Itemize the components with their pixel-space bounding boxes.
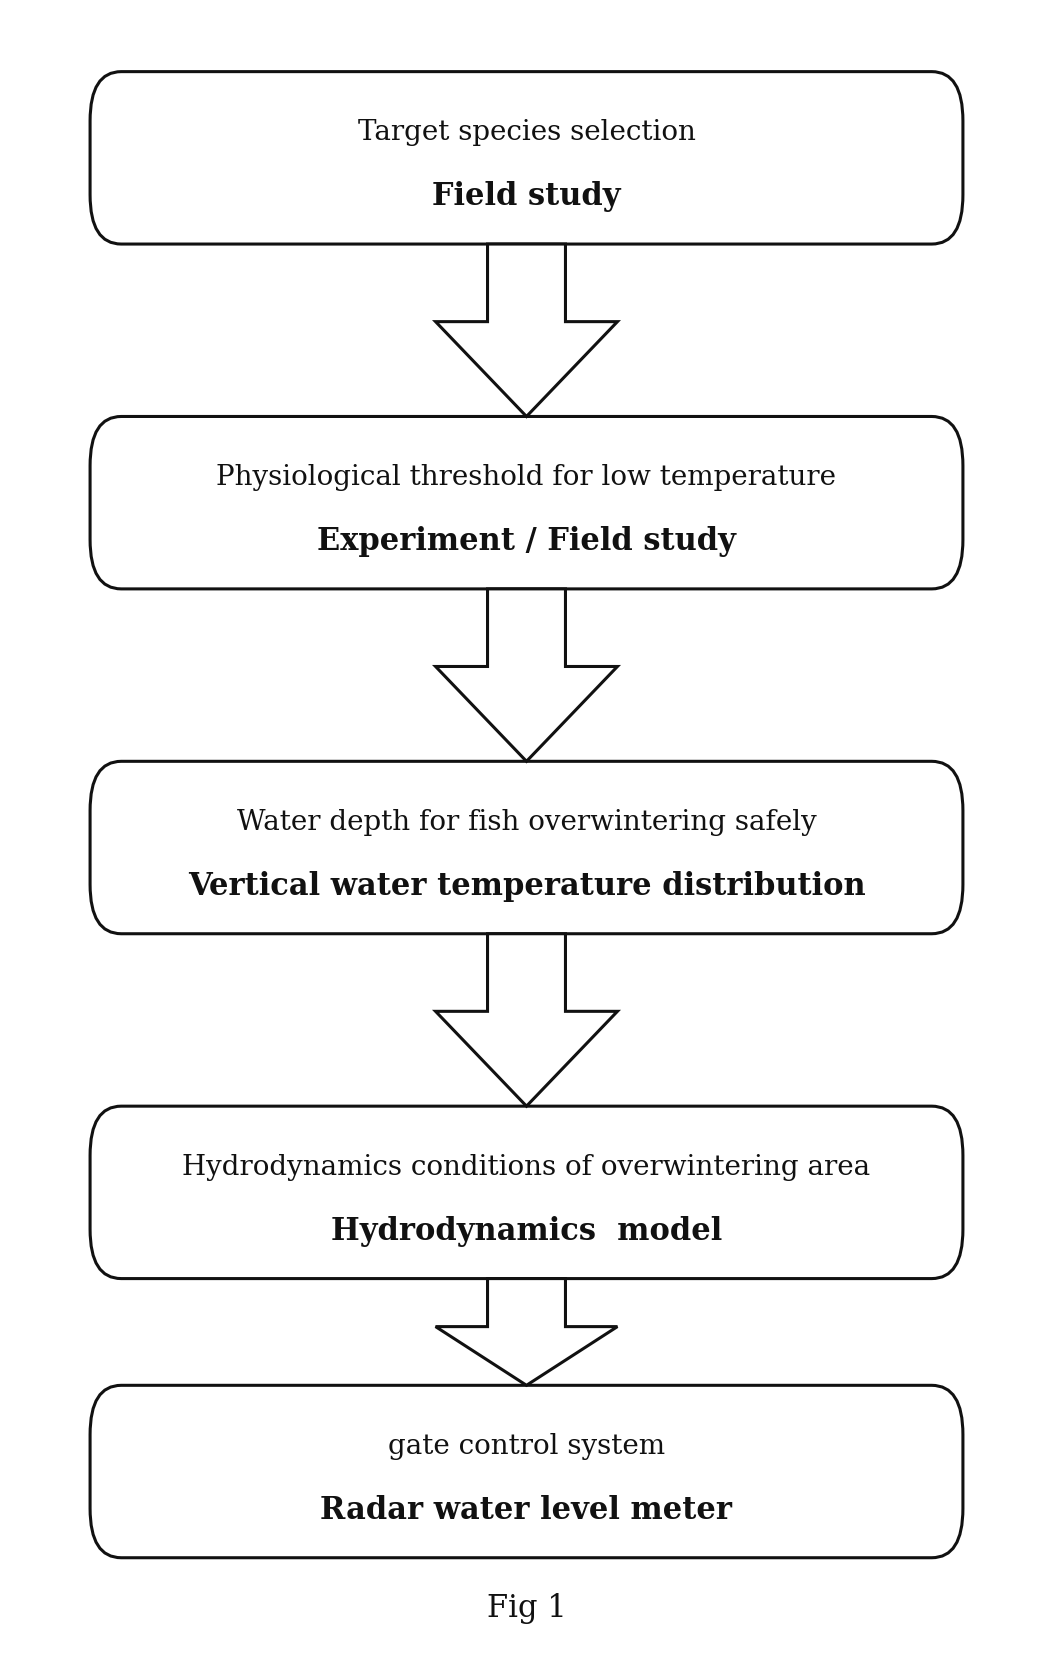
Polygon shape [436, 245, 617, 417]
FancyBboxPatch shape [91, 417, 962, 589]
Text: Hydrodynamics  model: Hydrodynamics model [331, 1215, 722, 1246]
Polygon shape [436, 589, 617, 761]
FancyBboxPatch shape [91, 73, 962, 245]
Polygon shape [436, 933, 617, 1107]
Text: Radar water level meter: Radar water level meter [320, 1494, 733, 1524]
FancyBboxPatch shape [91, 1107, 962, 1279]
Text: Water depth for fish overwintering safely: Water depth for fish overwintering safel… [237, 809, 816, 836]
Text: Fig 1: Fig 1 [486, 1592, 567, 1622]
Text: gate control system: gate control system [388, 1432, 665, 1460]
Polygon shape [436, 1279, 617, 1385]
Text: Field study: Field study [432, 180, 621, 212]
Text: Target species selection: Target species selection [358, 119, 695, 146]
FancyBboxPatch shape [91, 761, 962, 933]
FancyBboxPatch shape [91, 1385, 962, 1557]
Text: Experiment / Field study: Experiment / Field study [317, 526, 736, 556]
Text: Physiological threshold for low temperature: Physiological threshold for low temperat… [217, 463, 836, 492]
Text: Vertical water temperature distribution: Vertical water temperature distribution [187, 871, 866, 902]
Text: Hydrodynamics conditions of overwintering area: Hydrodynamics conditions of overwinterin… [182, 1154, 871, 1180]
